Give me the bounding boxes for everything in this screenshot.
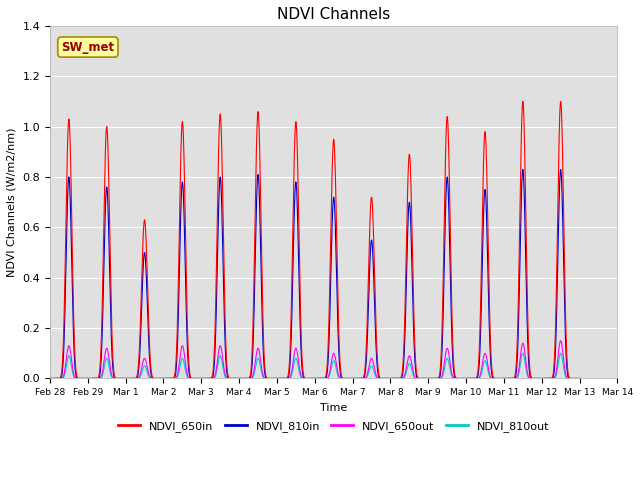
NDVI_810out xyxy=(572,376,580,382)
NDVI_650out xyxy=(576,376,584,382)
NDVI_650in xyxy=(46,376,54,382)
NDVI_650in xyxy=(367,209,374,215)
NDVI_650in xyxy=(482,136,490,142)
NDVI_810in xyxy=(46,376,54,382)
NDVI_810out xyxy=(285,375,292,381)
Line: NDVI_650in: NDVI_650in xyxy=(50,101,580,379)
Text: SW_met: SW_met xyxy=(61,41,115,54)
NDVI_810in xyxy=(243,376,251,382)
NDVI_650out xyxy=(367,358,374,363)
NDVI_810out xyxy=(367,365,374,371)
NDVI_650in xyxy=(572,376,580,382)
NDVI_650in xyxy=(576,376,584,382)
NDVI_810out xyxy=(46,376,54,382)
Line: NDVI_810in: NDVI_810in xyxy=(50,169,580,379)
Title: NDVI Channels: NDVI Channels xyxy=(277,7,390,22)
NDVI_810in xyxy=(367,250,374,256)
NDVI_650out xyxy=(285,375,292,381)
NDVI_810in xyxy=(482,193,490,199)
NDVI_810out xyxy=(482,359,490,364)
NDVI_810in xyxy=(572,376,580,382)
Line: NDVI_810out: NDVI_810out xyxy=(50,353,580,379)
NDVI_650in xyxy=(557,98,564,104)
NDVI_810in xyxy=(576,376,584,382)
NDVI_810in xyxy=(557,167,564,172)
Legend: NDVI_650in, NDVI_810in, NDVI_650out, NDVI_810out: NDVI_650in, NDVI_810in, NDVI_650out, NDV… xyxy=(113,417,554,436)
NDVI_810out xyxy=(243,376,251,382)
NDVI_650out xyxy=(482,351,490,357)
NDVI_650out xyxy=(46,376,54,382)
NDVI_650out xyxy=(572,376,580,382)
NDVI_810out xyxy=(557,350,564,356)
Y-axis label: NDVI Channels (W/m2/nm): NDVI Channels (W/m2/nm) xyxy=(7,127,17,277)
X-axis label: Time: Time xyxy=(320,403,348,413)
NDVI_650out xyxy=(557,338,564,344)
NDVI_810in xyxy=(463,376,471,382)
Line: NDVI_650out: NDVI_650out xyxy=(50,341,580,379)
NDVI_650out xyxy=(243,376,251,382)
NDVI_650in xyxy=(285,368,292,374)
NDVI_650out xyxy=(463,376,471,382)
NDVI_650in xyxy=(243,376,251,382)
NDVI_810out xyxy=(463,376,471,382)
NDVI_650in xyxy=(463,376,471,382)
NDVI_810out xyxy=(576,376,584,382)
NDVI_810in xyxy=(285,373,292,379)
